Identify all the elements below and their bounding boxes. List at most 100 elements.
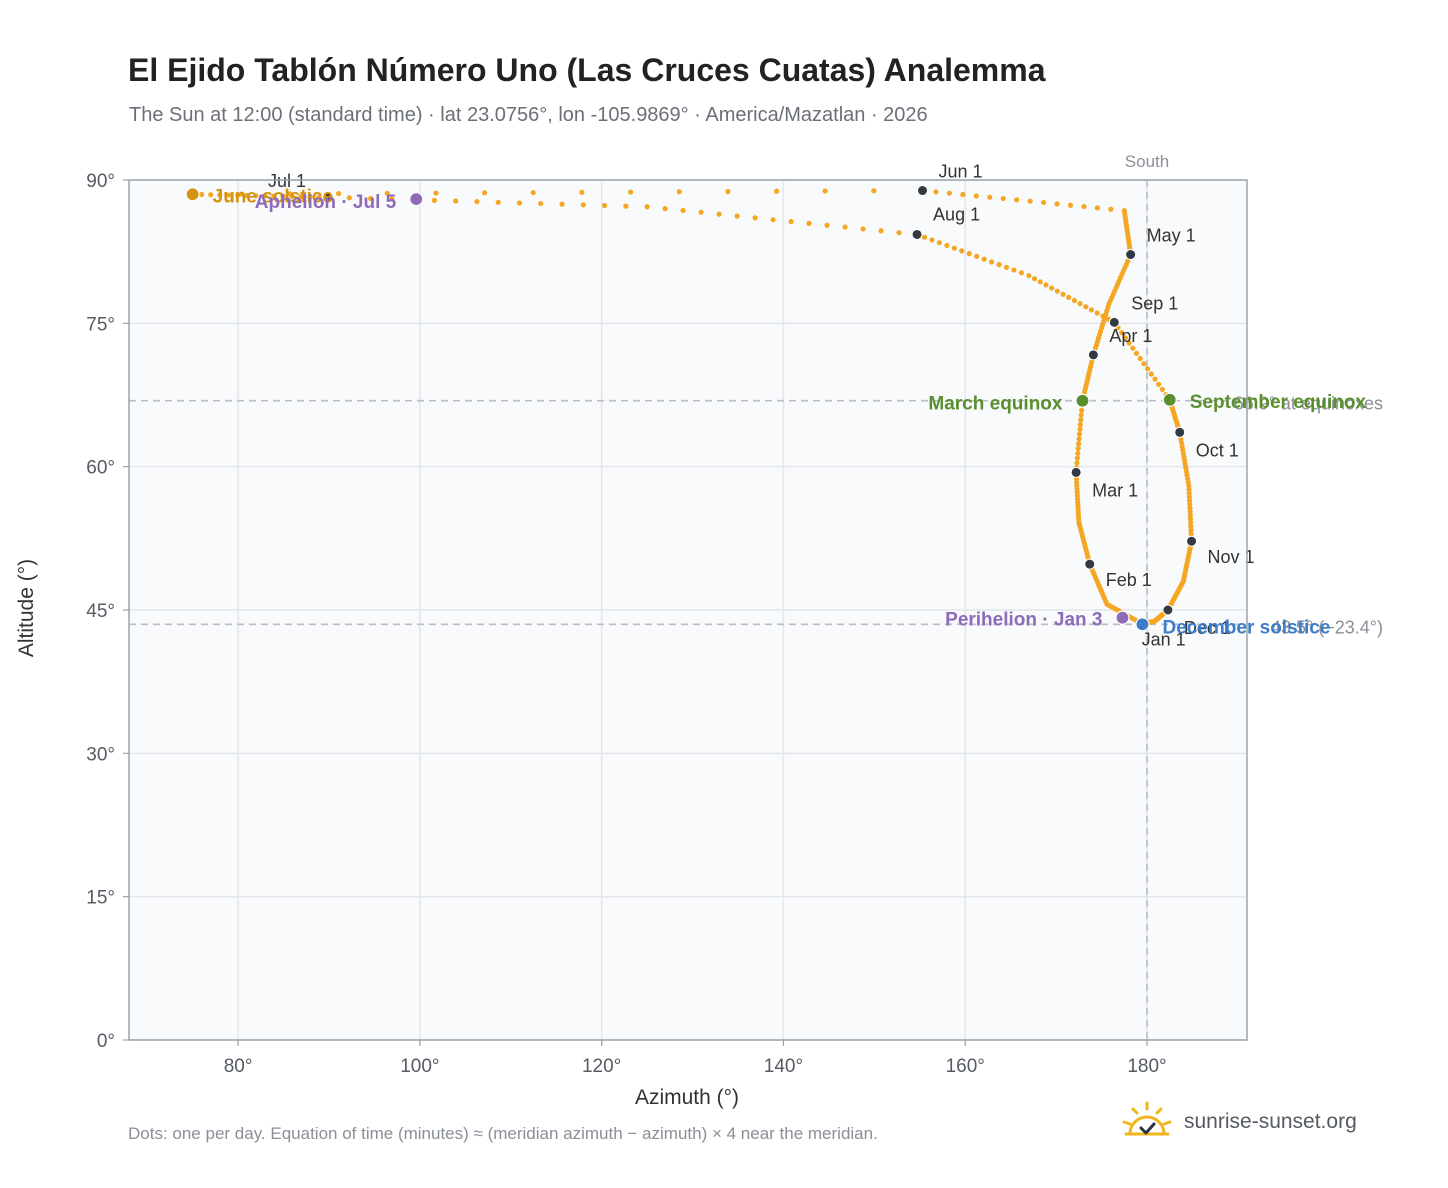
daily-dot (734, 213, 740, 219)
daily-dot (1100, 313, 1106, 319)
daily-dot (966, 251, 972, 257)
daily-dot (944, 242, 950, 249)
month-label: Jul 1 (268, 171, 306, 191)
daily-dot (495, 199, 501, 205)
daily-dot (298, 194, 304, 200)
date-markers (185, 185, 1198, 632)
daily-dot (1152, 376, 1158, 382)
month-marker (911, 228, 923, 240)
daily-dot (1088, 307, 1095, 313)
daily-dot (530, 189, 536, 196)
event-marker (1075, 393, 1090, 408)
daily-dot (1188, 531, 1194, 537)
daily-dot (1000, 195, 1006, 202)
south-label: South (1125, 152, 1169, 171)
month-marker (917, 185, 929, 197)
daily-dot (1187, 512, 1193, 518)
daily-dot (1077, 426, 1083, 432)
daily-dot (431, 197, 438, 203)
daily-dot (1079, 407, 1085, 413)
event-marker (185, 187, 200, 202)
month-label: Nov 1 (1208, 547, 1255, 567)
equinox-altitude-label: 66.9° at equinoxes (1234, 394, 1383, 414)
daily-dot (1186, 490, 1192, 496)
daily-dot (199, 191, 205, 198)
daily-dot (1081, 203, 1087, 210)
daily-dot (1083, 304, 1089, 310)
daily-dot (842, 224, 848, 230)
daily-dot (474, 199, 480, 205)
daily-dot (1026, 272, 1032, 279)
event-label: March equinox (928, 394, 1063, 415)
y-tick-label: 75° (86, 314, 115, 335)
daily-dot (271, 193, 277, 199)
daily-dot (453, 198, 459, 204)
event-label: Aphelion · Jul 5 (255, 192, 397, 213)
daily-dot (1054, 288, 1060, 294)
month-marker (1125, 249, 1137, 261)
daily-dot (226, 192, 232, 198)
daily-dot (1043, 282, 1049, 288)
daily-dot (316, 194, 322, 200)
daily-dot (1076, 436, 1082, 442)
daily-dot (644, 204, 650, 210)
month-marker (322, 191, 334, 203)
x-axis-label: Azimuth (°) (635, 1086, 739, 1109)
daily-dot (662, 206, 668, 212)
daily-dot (1071, 297, 1078, 304)
daily-dot (627, 189, 634, 195)
daily-dot (1186, 494, 1192, 500)
daily-dot (336, 190, 342, 197)
chart-title: El Ejido Tablón Número Uno (Las Cruces C… (128, 52, 1046, 88)
daily-dot (1014, 197, 1020, 203)
daily-dot (538, 200, 544, 207)
daily-dot (1187, 505, 1193, 511)
event-label: September equinox (1190, 392, 1367, 413)
event-marker (409, 192, 424, 207)
month-label: Apr 1 (1109, 326, 1152, 346)
daily-dot (1148, 371, 1154, 377)
daily-dot (933, 189, 939, 195)
y-axis-label: Altitude (°) (15, 559, 38, 657)
daily-dot (981, 256, 987, 262)
daily-dot (987, 194, 993, 200)
daily-dot (996, 261, 1002, 268)
daily-dot (244, 192, 250, 199)
month-label: May 1 (1147, 226, 1196, 246)
date-labels: Jan 1 Feb 1 Mar 1 Apr 1 May 1 Jun 1 Jul 1 Aug 1… (213, 162, 1367, 650)
x-tick-label: 140° (764, 1056, 803, 1077)
daily-dot (1121, 207, 1127, 214)
daily-dot (1187, 516, 1194, 522)
daily-dot (1094, 205, 1100, 211)
daily-dot (1067, 202, 1074, 208)
reference-lines: South 66.9° at equinoxes 43.5° (−23.4°) (129, 152, 1383, 1040)
daily-dot (1078, 417, 1084, 423)
event-marker (1135, 617, 1150, 632)
axes: 80° 100° 120° 140° 160° 180° 0° 15° 30° 45° 60° 75°… (15, 171, 1167, 1109)
daily-dot (217, 192, 223, 198)
daily-dot (1066, 294, 1072, 301)
daily-dot (871, 188, 877, 194)
daily-dot (806, 220, 812, 226)
daily-dot (896, 230, 902, 236)
month-label: Mar 1 (1092, 480, 1138, 500)
daily-dot (1186, 486, 1192, 493)
daily-dot (346, 195, 352, 201)
daily-dot (367, 195, 374, 202)
daily-dot (1077, 301, 1083, 307)
daily-dot (1027, 198, 1033, 204)
daily-dot (601, 202, 608, 209)
daily-dot (433, 190, 439, 196)
daily-dot (1108, 206, 1114, 212)
daily-dot (921, 234, 928, 240)
daily-dot (960, 191, 966, 198)
daily-dot (725, 188, 731, 195)
daily-dot (1141, 361, 1147, 367)
x-tick-label: 100° (400, 1056, 439, 1077)
daily-dot (1130, 345, 1136, 351)
daily-dot (389, 196, 395, 202)
brand[interactable]: sunrise-sunset.org (1120, 1100, 1357, 1144)
daily-dot (988, 259, 995, 265)
chart-subtitle: The Sun at 12:00 (standard time) · lat 2… (129, 104, 928, 126)
daily-dot (1076, 431, 1083, 437)
